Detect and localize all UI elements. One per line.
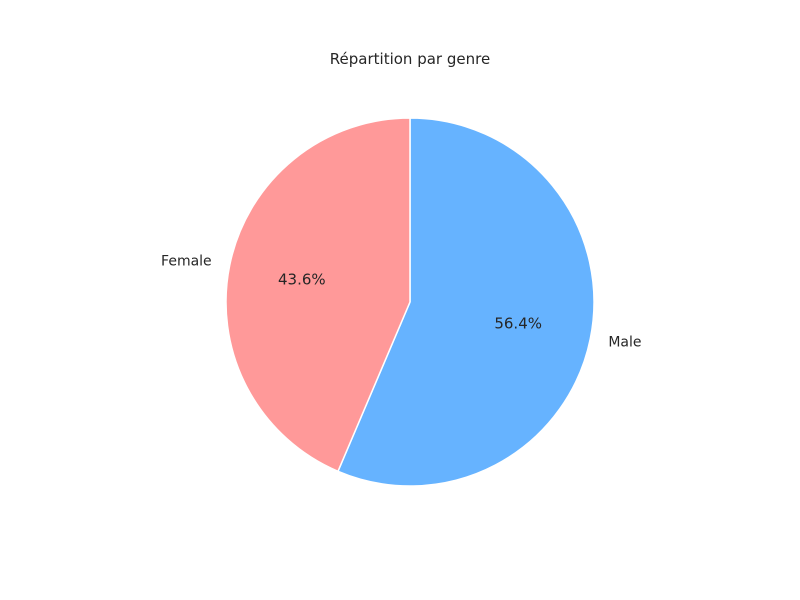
pie-slices	[225, 117, 595, 487]
pie-labels: Male 56.4% Female 43.6%	[161, 254, 641, 351]
pie-slice-female	[225, 117, 411, 473]
chart-title: Répartition par genre	[330, 50, 490, 68]
slice-label-male: Male	[608, 334, 641, 350]
pie-slice-male	[337, 117, 595, 487]
slice-percent-male: 56.4%	[494, 315, 542, 333]
slice-percent-female: 43.6%	[278, 270, 326, 288]
slice-label-female: Female	[161, 254, 212, 270]
